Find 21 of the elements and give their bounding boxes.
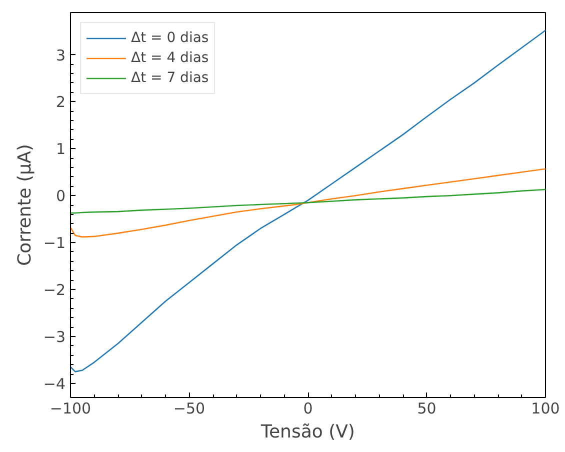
x-axis-title: Tensão (V) [260, 422, 355, 442]
line-series [70, 168, 546, 238]
line-series [70, 30, 546, 372]
x-tick-label: 0 [303, 400, 313, 418]
y-tick-label: −1 [43, 234, 66, 252]
legend-label: Δt = 7 dias [131, 70, 209, 86]
x-tick-label: 100 [531, 400, 560, 418]
y-axis-title: Corrente (μA) [14, 144, 36, 266]
x-tick-label: −100 [50, 400, 92, 418]
y-tick-label: 0 [56, 187, 66, 206]
x-tick-label: −50 [173, 400, 206, 418]
y-tick-label: −2 [43, 281, 66, 300]
x-tick-label: 50 [417, 400, 436, 418]
legend-label: Δt = 0 dias [131, 30, 209, 46]
y-tick-label: 2 [56, 93, 66, 112]
line-series [70, 188, 546, 214]
legend-label: Δt = 4 dias [131, 50, 209, 66]
y-tick-label: 3 [56, 46, 66, 64]
y-tick-label: −3 [43, 328, 66, 346]
y-tick-label: −4 [43, 374, 66, 393]
y-tick-label: 1 [56, 140, 66, 158]
